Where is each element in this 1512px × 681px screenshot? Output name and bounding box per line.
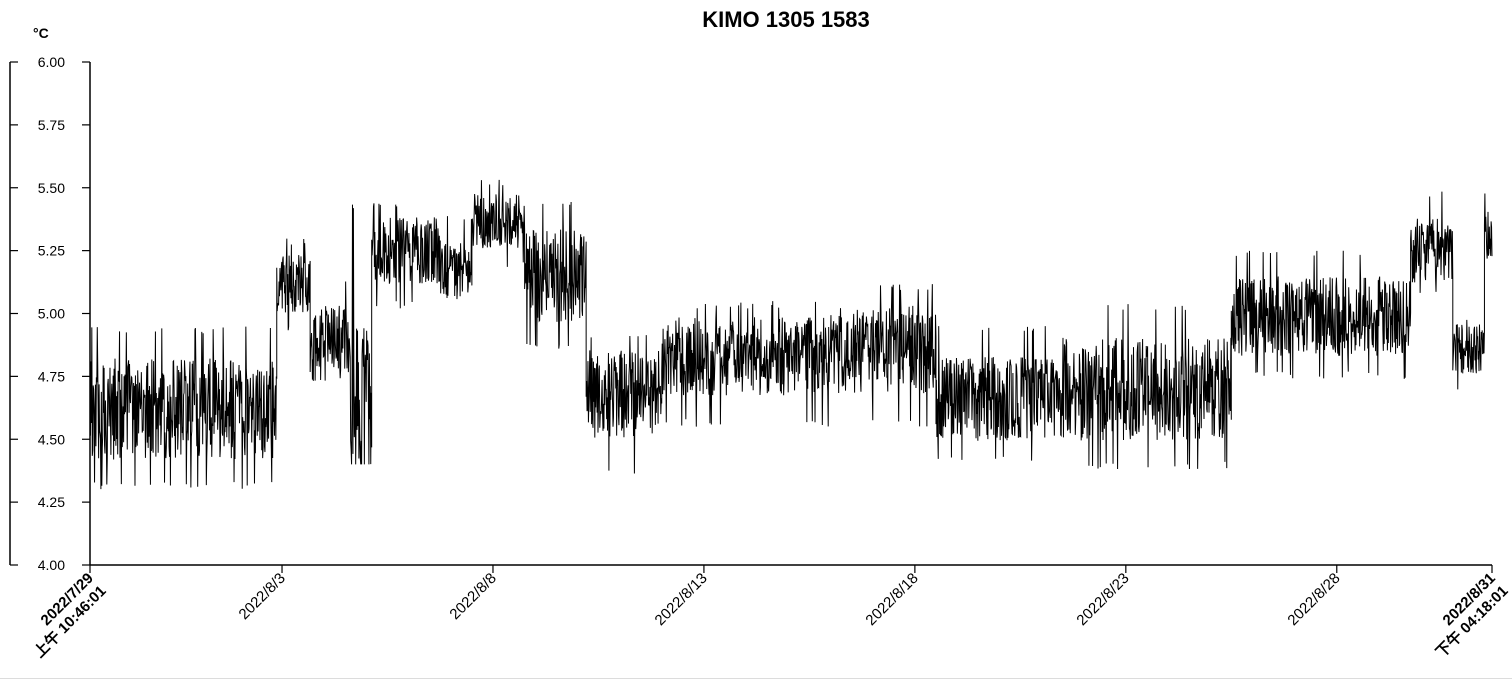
y-tick-label: 4.50 <box>38 431 65 447</box>
y-tick-label: 6.00 <box>38 54 65 70</box>
bottom-divider <box>0 678 1512 679</box>
x-tick-label: 2022/8/8 <box>446 570 499 623</box>
y-tick-label: 5.00 <box>38 306 65 322</box>
x-tick-label: 2022/8/13 <box>652 570 711 629</box>
x-tick-label-line: 2022/8/18 <box>862 570 921 629</box>
y-tick-label: 5.50 <box>38 180 65 196</box>
x-tick-label-line: 2022/8/3 <box>236 570 289 623</box>
y-tick-label: 4.75 <box>38 368 65 384</box>
x-tick-label-line: 2022/8/13 <box>652 570 711 629</box>
y-axis: 4.00 4.25 4.50 4.75 5.00 5.25 5.50 5.75 6.00 <box>9 54 91 573</box>
x-tick-label-line: 2022/8/23 <box>1073 570 1132 629</box>
y-tick-label: 4.00 <box>38 557 65 573</box>
x-tick-label: 2022/7/29上午 10:46:01 <box>18 570 109 661</box>
x-axis: 2022/7/29上午 10:46:01 2022/8/3 2022/8/8 2022… <box>18 564 1512 661</box>
temperature-series-line <box>89 179 1493 490</box>
x-tick-label: 2022/8/3 <box>236 570 289 623</box>
y-tick-label: 5.25 <box>38 243 65 259</box>
x-tick-label: 2022/8/23 <box>1073 570 1132 629</box>
x-tick-label-line: 2022/8/28 <box>1284 570 1343 629</box>
series-layer <box>89 179 1493 490</box>
x-tick-label: 2022/8/28 <box>1284 570 1343 629</box>
y-tick-label: 4.25 <box>38 494 65 510</box>
y-axis-unit-label: °C <box>33 25 49 41</box>
x-tick-label: 2022/8/18 <box>862 570 921 629</box>
x-tick-label: 2022/8/31下午 04:18:01 <box>1420 570 1511 661</box>
chart-title: KIMO 1305 1583 <box>702 7 870 32</box>
y-tick-label: 5.75 <box>38 117 65 133</box>
x-tick-label-line: 2022/8/8 <box>446 570 499 623</box>
